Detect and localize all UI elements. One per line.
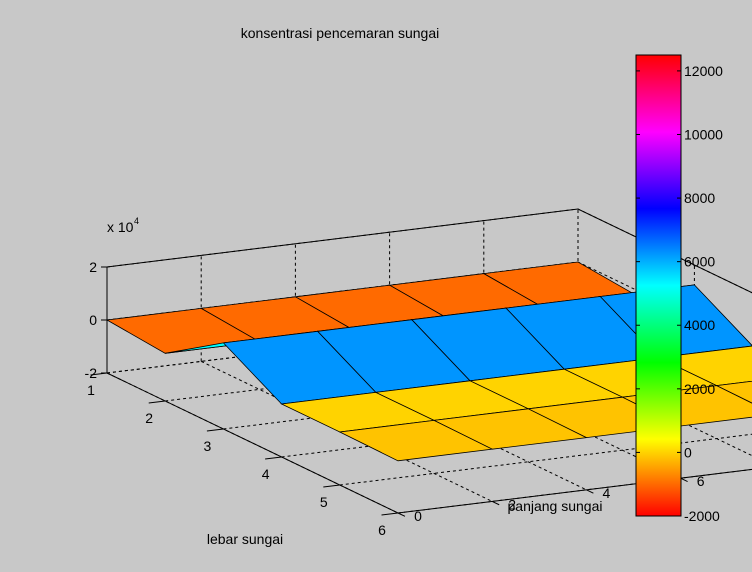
z-multiplier-exponent: 4: [134, 216, 139, 226]
x-tick-mark: [381, 512, 399, 516]
colorbar-tick-label: 4000: [684, 317, 715, 333]
z-tick-label: 0: [89, 312, 97, 328]
y-tick-label: 0: [414, 508, 422, 524]
x-tick-label: 4: [262, 466, 270, 482]
y-tick-mark: [491, 500, 500, 506]
x-tick-label: 6: [378, 522, 386, 538]
x-tick-label: 2: [145, 410, 153, 426]
colorbar: [635, 54, 682, 517]
surface-patch: [715, 380, 752, 404]
z-tick-label: 2: [89, 259, 97, 275]
colorbar-tick-label: 0: [684, 444, 692, 460]
grid-line: [223, 370, 695, 430]
x-tick-label: 5: [320, 494, 328, 510]
x-axis-label: lebar sungai: [207, 531, 283, 547]
axes-box-edge: [106, 208, 752, 294]
y-tick-label: 2: [508, 496, 516, 512]
x-tick-label: 3: [204, 438, 212, 454]
grid-line: [165, 342, 637, 402]
colorbar-tick-label: -2000: [684, 508, 720, 524]
x-tick-mark: [148, 400, 166, 404]
colorbar-ticks: -2000 0 2000 4000 6000 8000 10000 12000: [636, 63, 723, 524]
y-axis-label: panjang sungai: [508, 498, 603, 514]
chart-title: konsentrasi pencemaran sungai: [241, 25, 439, 41]
x-tick-mark: [265, 456, 282, 460]
colorbar-tick-label: 12000: [684, 63, 723, 79]
y-tick-label: 4: [603, 485, 611, 501]
grid-line: [339, 433, 752, 486]
z-multiplier-text: x 10: [107, 219, 134, 235]
y-tick-mark: [397, 512, 406, 517]
colorbar-tick-label: 2000: [684, 381, 715, 397]
y-tick-label: 6: [697, 473, 705, 489]
surface-patch: [338, 419, 494, 462]
y-tick-mark: [680, 477, 688, 483]
x-tick-label: 1: [87, 382, 95, 398]
tick-labels: 1234560246810-202: [85, 259, 705, 538]
colorbar-tick-label: 6000: [684, 254, 715, 270]
x-tick-mark: [206, 428, 224, 432]
colorbar-tick-label: 10000: [684, 126, 723, 142]
z-tick-label: -2: [85, 365, 98, 381]
z-axis-multiplier: x 10 4: [107, 216, 139, 235]
x-tick-mark: [323, 484, 340, 488]
grid-line: [281, 398, 752, 458]
y-tick-mark: [586, 489, 594, 494]
colorbar-tick-label: 8000: [684, 190, 715, 206]
